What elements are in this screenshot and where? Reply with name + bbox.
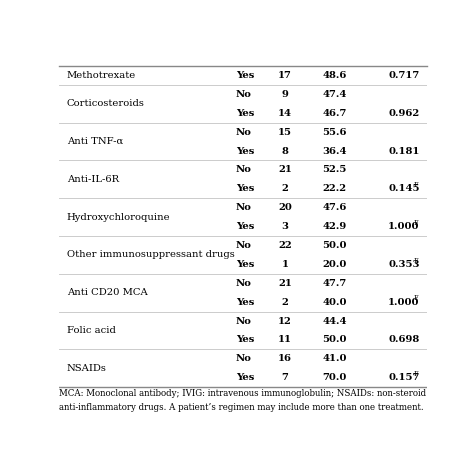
Text: 2: 2 bbox=[282, 184, 289, 193]
Text: Yes: Yes bbox=[236, 184, 254, 193]
Text: Yes: Yes bbox=[236, 146, 254, 155]
Text: 48.6: 48.6 bbox=[323, 71, 347, 80]
Text: 20.0: 20.0 bbox=[323, 260, 347, 269]
Text: No: No bbox=[236, 355, 251, 364]
Text: Yes: Yes bbox=[236, 260, 254, 269]
Text: 8: 8 bbox=[282, 146, 289, 155]
Text: No: No bbox=[236, 317, 251, 326]
Text: 52.5: 52.5 bbox=[323, 165, 347, 174]
Text: Anti-IL-6R: Anti-IL-6R bbox=[66, 175, 118, 184]
Text: No: No bbox=[236, 165, 251, 174]
Text: 1.000: 1.000 bbox=[388, 222, 419, 231]
Text: 41.0: 41.0 bbox=[322, 355, 347, 364]
Text: 70.0: 70.0 bbox=[323, 373, 347, 382]
Text: F: F bbox=[414, 181, 418, 189]
Text: 17: 17 bbox=[278, 71, 292, 80]
Text: NSAIDs: NSAIDs bbox=[66, 364, 107, 373]
Text: Yes: Yes bbox=[236, 373, 254, 382]
Text: 21: 21 bbox=[278, 165, 292, 174]
Text: 46.7: 46.7 bbox=[323, 109, 347, 118]
Text: anti-inflammatory drugs. A patient’s regimen may include more than one treatment: anti-inflammatory drugs. A patient’s reg… bbox=[59, 403, 424, 412]
Text: Methotrexate: Methotrexate bbox=[66, 71, 136, 80]
Text: 42.9: 42.9 bbox=[323, 222, 347, 231]
Text: F: F bbox=[414, 370, 418, 378]
Text: 9: 9 bbox=[282, 90, 289, 99]
Text: 0.181: 0.181 bbox=[388, 146, 419, 155]
Text: No: No bbox=[236, 203, 251, 212]
Text: 21: 21 bbox=[278, 279, 292, 288]
Text: F: F bbox=[414, 219, 418, 227]
Text: 3: 3 bbox=[282, 222, 289, 231]
Text: 44.4: 44.4 bbox=[322, 317, 347, 326]
Text: 16: 16 bbox=[278, 355, 292, 364]
Text: 14: 14 bbox=[278, 109, 292, 118]
Text: Anti TNF-α: Anti TNF-α bbox=[66, 137, 123, 146]
Text: Hydroxychloroquine: Hydroxychloroquine bbox=[66, 213, 170, 222]
Text: Yes: Yes bbox=[236, 109, 254, 118]
Text: 1: 1 bbox=[282, 260, 289, 269]
Text: 0.353: 0.353 bbox=[388, 260, 419, 269]
Text: 47.6: 47.6 bbox=[323, 203, 347, 212]
Text: No: No bbox=[236, 90, 251, 99]
Text: Anti CD20 MCA: Anti CD20 MCA bbox=[66, 288, 147, 297]
Text: 22.2: 22.2 bbox=[323, 184, 347, 193]
Text: No: No bbox=[236, 128, 251, 137]
Text: 50.0: 50.0 bbox=[322, 241, 347, 250]
Text: 12: 12 bbox=[278, 317, 292, 326]
Text: Folic acid: Folic acid bbox=[66, 326, 116, 335]
Text: 11: 11 bbox=[278, 336, 292, 345]
Text: Yes: Yes bbox=[236, 222, 254, 231]
Text: 55.6: 55.6 bbox=[322, 128, 347, 137]
Text: F: F bbox=[414, 256, 418, 264]
Text: 20: 20 bbox=[278, 203, 292, 212]
Text: 0.157: 0.157 bbox=[388, 373, 419, 382]
Text: No: No bbox=[236, 241, 251, 250]
Text: No: No bbox=[236, 279, 251, 288]
Text: 2: 2 bbox=[282, 298, 289, 307]
Text: 0.717: 0.717 bbox=[388, 71, 419, 80]
Text: 40.0: 40.0 bbox=[322, 298, 347, 307]
Text: 0.145: 0.145 bbox=[388, 184, 419, 193]
Text: 50.0: 50.0 bbox=[322, 336, 347, 345]
Text: MCA: Monoclonal antibody; IVIG: intravenous immunoglobulin; NSAIDs: non-steroid: MCA: Monoclonal antibody; IVIG: intraven… bbox=[59, 389, 427, 398]
Text: 15: 15 bbox=[278, 128, 292, 137]
Text: Yes: Yes bbox=[236, 71, 254, 80]
Text: Yes: Yes bbox=[236, 298, 254, 307]
Text: 47.7: 47.7 bbox=[323, 279, 347, 288]
Text: F: F bbox=[414, 294, 418, 302]
Text: 47.4: 47.4 bbox=[323, 90, 347, 99]
Text: 0.698: 0.698 bbox=[388, 336, 419, 345]
Text: Corticosteroids: Corticosteroids bbox=[66, 99, 145, 108]
Text: 0.962: 0.962 bbox=[388, 109, 419, 118]
Text: 22: 22 bbox=[278, 241, 292, 250]
Text: 1.000: 1.000 bbox=[388, 298, 419, 307]
Text: 36.4: 36.4 bbox=[322, 146, 347, 155]
Text: Yes: Yes bbox=[236, 336, 254, 345]
Text: Other immunosuppressant drugs: Other immunosuppressant drugs bbox=[66, 250, 234, 259]
Text: 7: 7 bbox=[282, 373, 289, 382]
